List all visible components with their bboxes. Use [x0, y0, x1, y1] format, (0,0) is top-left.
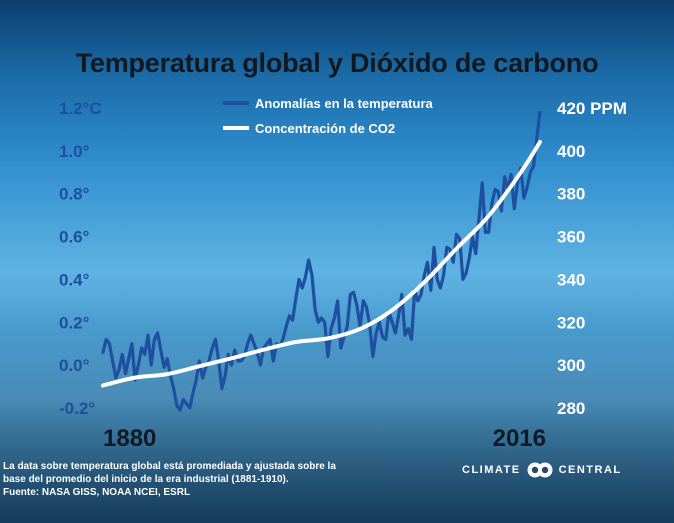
right-tick-label: 420 PPM	[557, 99, 627, 118]
legend-label-co2: Concentración de CO2	[255, 121, 395, 136]
footnote: La data sobre temperatura global está pr…	[3, 460, 423, 499]
right-tick-label: 400	[557, 142, 585, 161]
right-tick-label: 300	[557, 356, 585, 375]
right-tick-label: 340	[557, 270, 585, 289]
legend: Anomalías en la temperatura Concentració…	[223, 96, 433, 136]
left-axis-ticks: 1.2°C 1.0° 0.8° 0.6° 0.4° 0.2° 0.0° -0.2°	[59, 99, 102, 418]
brand-logo: CLIMATE CENTRAL	[462, 460, 622, 480]
left-tick-label: 1.0°	[59, 142, 90, 161]
right-tick-label: 360	[557, 228, 585, 247]
left-tick-label: 1.2°C	[59, 99, 102, 118]
left-tick-label: -0.2°	[59, 399, 95, 418]
left-tick-label: 0.6°	[59, 228, 90, 247]
left-tick-label: 0.8°	[59, 185, 90, 204]
temperature-series-line	[101, 110, 542, 412]
footnote-line-1: La data sobre temperatura global está pr…	[3, 461, 336, 472]
left-tick-label: 0.4°	[59, 270, 90, 289]
linked-rings-icon	[527, 462, 553, 478]
brand-word-right: CENTRAL	[558, 464, 622, 476]
chart-title: Temperatura global y Dióxido de carbono	[75, 48, 599, 78]
brand-word-left: CLIMATE	[462, 464, 521, 476]
right-tick-label: 380	[557, 185, 585, 204]
left-tick-label: 0.0°	[59, 356, 90, 375]
legend-label-temperature: Anomalías en la temperatura	[255, 96, 433, 111]
right-axis-ticks: 420 PPM 400 380 360 340 320 300 280	[557, 99, 627, 418]
x-axis-ticks: 1880 2016	[103, 425, 546, 452]
series-layer	[101, 110, 542, 412]
right-tick-label: 280	[557, 399, 585, 418]
x-tick-label-start: 1880	[103, 425, 156, 452]
right-tick-label: 320	[557, 313, 585, 332]
footnote-source: Fuente: NASA GISS, NOAA NCEI, ESRL	[3, 487, 191, 498]
x-tick-label-end: 2016	[493, 425, 546, 452]
co2-series-line	[101, 139, 542, 388]
footnote-line-2: base del promedio del inicio de la era i…	[3, 474, 289, 485]
left-tick-label: 0.2°	[59, 313, 90, 332]
